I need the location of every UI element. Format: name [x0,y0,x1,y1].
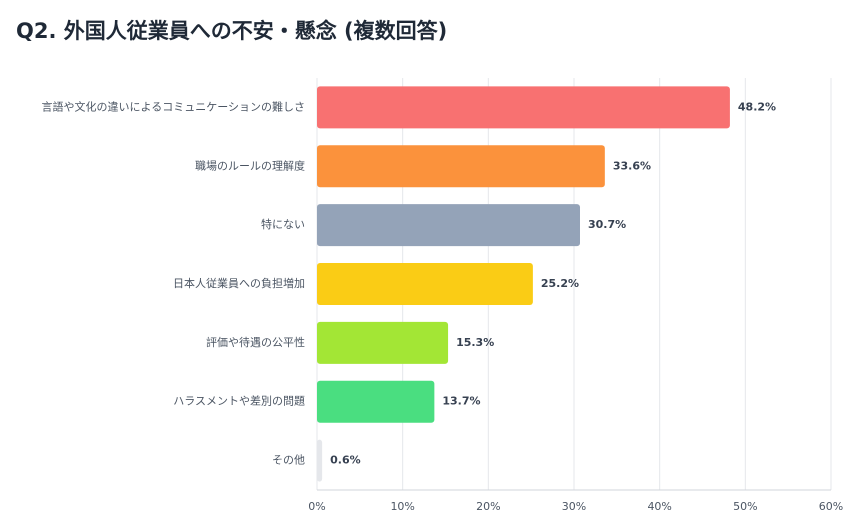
value-label: 33.6% [613,159,651,172]
x-tick-label: 30% [562,500,586,513]
value-label: 13.7% [442,395,480,408]
y-tick-label: ハラスメントや差別の問題 [173,394,305,408]
value-label: 25.2% [541,277,579,290]
x-tick-label: 20% [476,500,500,513]
bar [317,380,435,423]
value-label: 30.7% [588,218,626,231]
x-tick-label: 10% [390,500,414,513]
value-label: 48.2% [738,100,776,113]
bar [317,204,580,247]
bar [317,439,323,482]
y-tick-label: 言語や文化の違いによるコミュニケーションの難しさ [42,99,305,113]
chart-title: Q2. 外国人従業員への不安・懸念 (複数回答) [16,19,447,43]
y-tick-label: 日本人従業員への負担増加 [173,276,305,290]
x-tick-label: 50% [733,500,757,513]
bar [317,145,605,188]
bar [317,321,449,364]
x-tick-label: 0% [308,500,325,513]
value-label: 15.3% [456,336,494,349]
x-tick-label: 60% [819,500,843,513]
bar [317,263,533,305]
x-tick-label: 40% [647,500,671,513]
y-tick-label: その他 [272,454,305,467]
y-tick-label: 評価や待遇の公平性 [206,335,305,349]
bar [317,86,730,129]
value-label: 0.6% [330,454,361,467]
y-tick-label: 職場のルールの理解度 [195,158,305,172]
y-tick-label: 特にない [261,217,305,231]
